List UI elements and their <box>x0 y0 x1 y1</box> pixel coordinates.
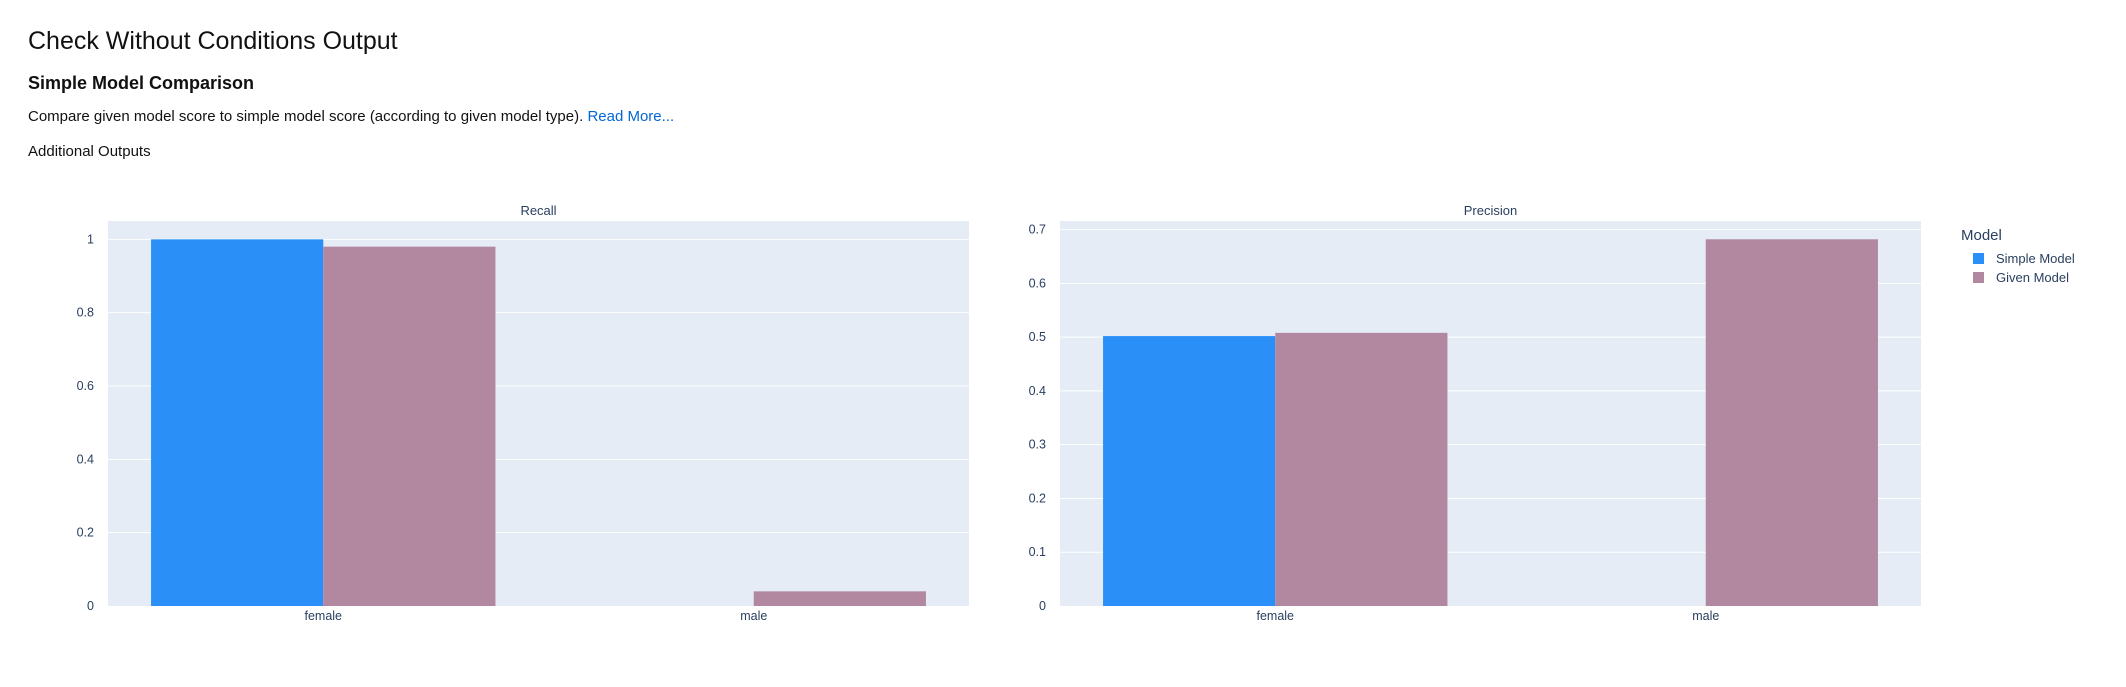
y-tick-label: 0.7 <box>1029 223 1046 237</box>
read-more-link[interactable]: Read More... <box>587 108 675 125</box>
page-title: Check Without Conditions Output <box>28 27 398 55</box>
legend-item-simple-model[interactable]: Simple Model <box>1996 251 2075 266</box>
bar-simple-model-female[interactable] <box>151 239 324 607</box>
y-tick-label: 0 <box>1039 599 1046 613</box>
legend-title: Model <box>1961 227 2002 244</box>
legend-swatch[interactable] <box>1973 272 1984 283</box>
subplot-title: Recall <box>520 203 556 218</box>
y-tick-label: 0.6 <box>1029 276 1046 290</box>
legend-item-given-model[interactable]: Given Model <box>1996 270 2069 285</box>
description-text: Compare given model score to simple mode… <box>28 108 584 125</box>
bar-given-model-male[interactable] <box>753 591 926 606</box>
section-title: Simple Model Comparison <box>28 73 255 93</box>
y-tick-label: 0.6 <box>77 379 94 393</box>
y-tick-label: 0.3 <box>1029 438 1046 452</box>
x-tick-label: female <box>304 609 342 623</box>
y-tick-label: 0.4 <box>1029 384 1046 398</box>
bar-given-model-female[interactable] <box>1275 332 1448 606</box>
legend-swatch[interactable] <box>1973 253 1984 264</box>
description: Compare given model score to simple mode… <box>28 107 674 127</box>
additional-outputs-label: Additional Outputs <box>28 143 151 160</box>
y-tick-label: 0.8 <box>77 306 94 320</box>
y-tick-label: 0.1 <box>1029 545 1046 559</box>
bar-simple-model-female[interactable] <box>1103 336 1276 606</box>
y-tick-label: 0.5 <box>1029 330 1046 344</box>
y-tick-label: 0.2 <box>1029 491 1046 505</box>
bar-given-model-male[interactable] <box>1705 239 1878 607</box>
subplot-title: Precision <box>1464 203 1517 218</box>
x-tick-label: male <box>1692 609 1719 623</box>
bar-given-model-female[interactable] <box>323 246 496 606</box>
header: Check Without Conditions Output Simple M… <box>28 0 674 162</box>
x-tick-label: male <box>740 609 767 623</box>
y-tick-label: 0.2 <box>77 526 94 540</box>
y-tick-label: 0 <box>87 599 94 613</box>
y-tick-label: 1 <box>87 232 94 246</box>
y-tick-label: 0.4 <box>77 452 94 466</box>
x-tick-label: female <box>1256 609 1294 623</box>
